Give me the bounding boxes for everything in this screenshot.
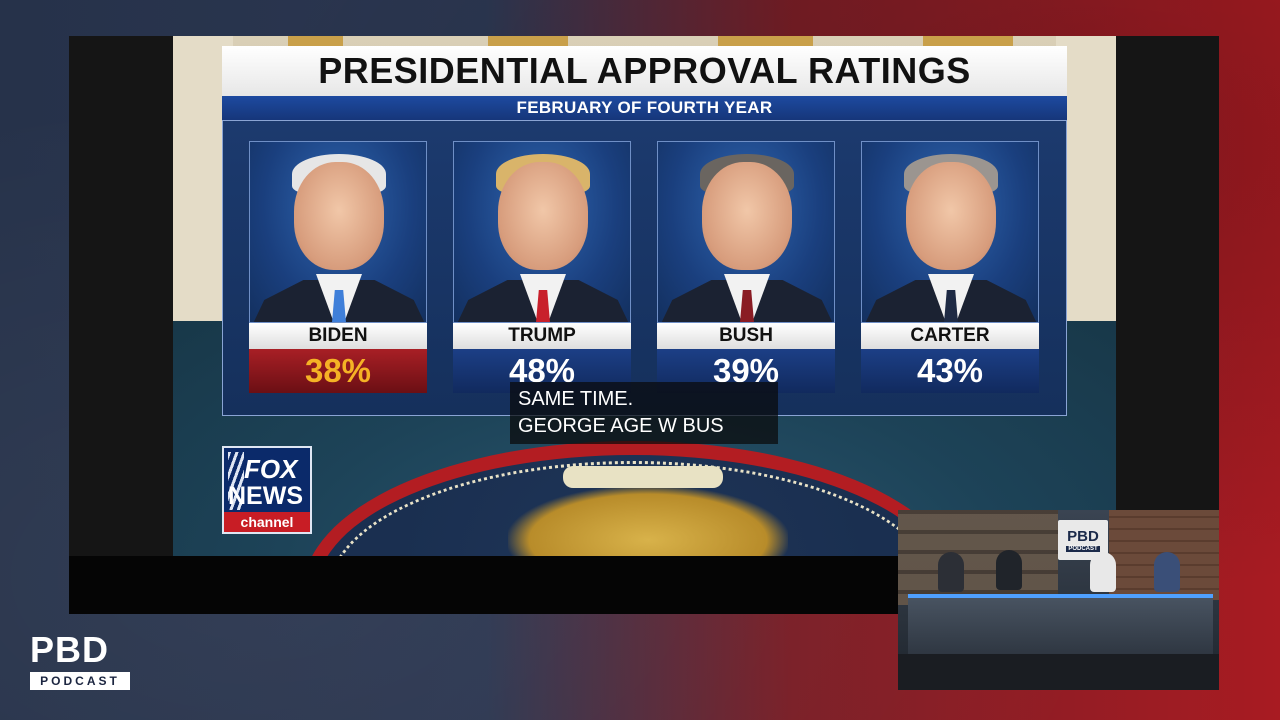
studio-logo-main: PBD <box>1067 527 1099 545</box>
caption-line-1: SAME TIME. <box>518 388 634 410</box>
portrait-face <box>906 162 996 270</box>
title-box: PRESIDENTIAL APPROVAL RATINGS <box>222 46 1067 96</box>
news-logo-text: NEWS <box>228 482 303 510</box>
eagle-emblem <box>508 486 788 556</box>
president-name: BIDEN <box>249 323 427 349</box>
portrait-photo <box>453 141 631 323</box>
studio-floor <box>898 654 1219 690</box>
studio-logo-sub: PODCAST <box>1066 545 1100 552</box>
caption-line-2: GEORGE AGE W BUS <box>518 415 724 437</box>
approval-rating: 43% <box>861 349 1039 393</box>
subtitle-box: FEBRUARY OF FOURTH YEAR <box>222 96 1067 120</box>
channel-logo-text: channel <box>224 512 310 532</box>
curtain <box>923 36 1013 48</box>
host-figure <box>996 550 1022 590</box>
fox-logo-text: FOX <box>244 454 298 484</box>
fox-news-logo: FOX NEWS channel <box>222 446 312 534</box>
portrait-tie <box>740 290 754 322</box>
graphic-subtitle: FEBRUARY OF FOURTH YEAR <box>516 98 773 117</box>
approval-ratings-graphic: PRESIDENTIAL APPROVAL RATINGS FEBRUARY O… <box>222 46 1067 416</box>
ratings-panel: BIDEN 38% TRUMP 48% BUSH 39% <box>222 120 1067 416</box>
host-figure <box>938 552 964 592</box>
seal-scroll <box>563 466 723 488</box>
curtain <box>718 36 813 48</box>
pbd-logo-main: PBD <box>30 629 110 670</box>
host-figure <box>1154 552 1180 592</box>
president-card-carter: CARTER 43% <box>861 141 1039 393</box>
portrait-tie <box>332 290 346 322</box>
portrait-photo <box>657 141 835 323</box>
president-name: TRUMP <box>453 323 631 349</box>
president-card-biden: BIDEN 38% <box>249 141 427 393</box>
president-card-bush: BUSH 39% <box>657 141 835 393</box>
portrait-face <box>702 162 792 270</box>
portrait-tie <box>536 290 550 322</box>
searchlight-icon <box>228 452 244 510</box>
graphic-title: PRESIDENTIAL APPROVAL RATINGS <box>318 50 971 91</box>
president-card-trump: TRUMP 48% <box>453 141 631 393</box>
pbd-logo-sub: PODCAST <box>30 672 130 690</box>
approval-rating: 38% <box>249 349 427 393</box>
portrait-photo <box>861 141 1039 323</box>
curtain <box>288 36 343 48</box>
host-figure <box>1090 552 1116 592</box>
portrait-face <box>498 162 588 270</box>
closed-captions: SAME TIME. GEORGE AGE W BUS <box>510 382 778 444</box>
portrait-tie <box>944 290 958 322</box>
pbd-podcast-logo: PBD PODCAST <box>30 632 132 692</box>
curtain <box>488 36 568 48</box>
desk-light-strip <box>908 594 1213 598</box>
portrait-face <box>294 162 384 270</box>
portrait-photo <box>249 141 427 323</box>
president-name: CARTER <box>861 323 1039 349</box>
president-name: BUSH <box>657 323 835 349</box>
studio-bookshelf <box>898 510 1058 605</box>
studio-pip-feed: PBD PODCAST <box>898 510 1219 690</box>
studio-desk <box>908 594 1213 654</box>
